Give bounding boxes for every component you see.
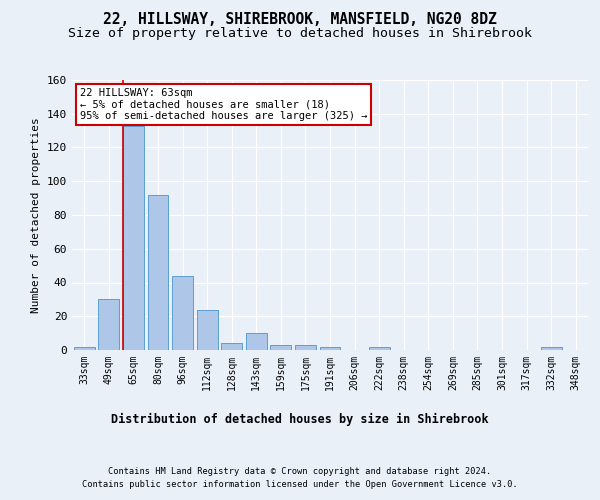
Bar: [221, 343, 242, 350]
Bar: [295, 345, 316, 350]
Text: 22 HILLSWAY: 63sqm
← 5% of detached houses are smaller (18)
95% of semi-detached: 22 HILLSWAY: 63sqm ← 5% of detached hous…: [80, 88, 367, 122]
Bar: [148, 194, 169, 350]
Text: 22, HILLSWAY, SHIREBROOK, MANSFIELD, NG20 8DZ: 22, HILLSWAY, SHIREBROOK, MANSFIELD, NG2…: [103, 12, 497, 28]
Bar: [271, 345, 292, 350]
Text: Distribution of detached houses by size in Shirebrook: Distribution of detached houses by size …: [111, 412, 489, 426]
Bar: [541, 346, 562, 350]
Bar: [123, 126, 144, 350]
Text: Contains HM Land Registry data © Crown copyright and database right 2024.: Contains HM Land Registry data © Crown c…: [109, 468, 491, 476]
Bar: [197, 310, 218, 350]
Y-axis label: Number of detached properties: Number of detached properties: [31, 117, 41, 313]
Bar: [172, 276, 193, 350]
Bar: [368, 346, 389, 350]
Bar: [320, 346, 340, 350]
Bar: [74, 346, 95, 350]
Bar: [246, 333, 267, 350]
Text: Size of property relative to detached houses in Shirebrook: Size of property relative to detached ho…: [68, 28, 532, 40]
Bar: [98, 300, 119, 350]
Text: Contains public sector information licensed under the Open Government Licence v3: Contains public sector information licen…: [82, 480, 518, 489]
